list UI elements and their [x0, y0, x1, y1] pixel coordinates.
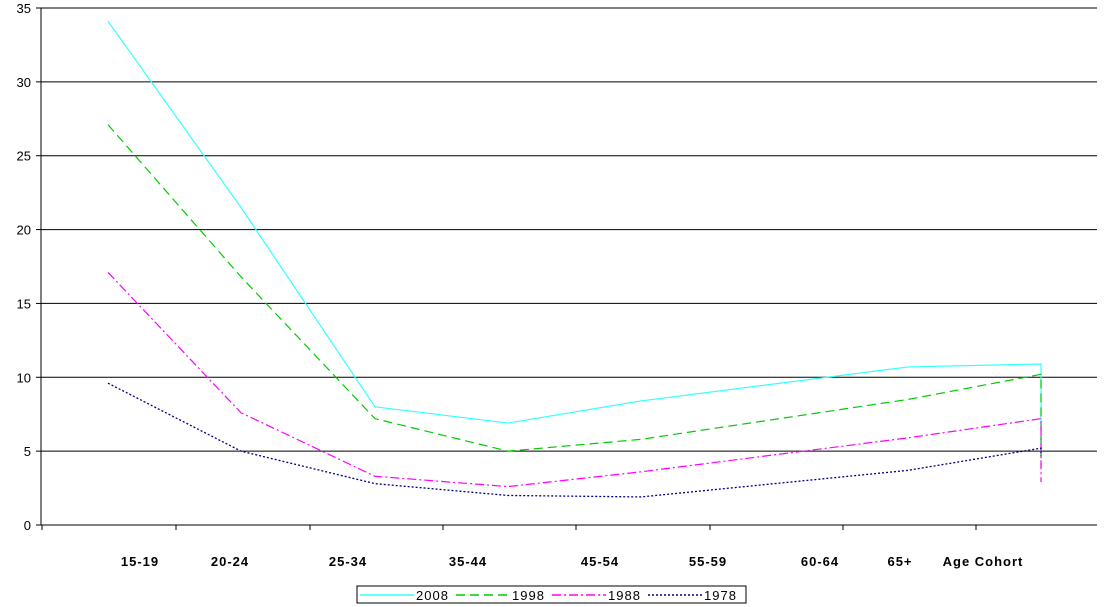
y-tick-label: 30: [17, 75, 31, 90]
legend-label: 1998: [512, 588, 545, 603]
x-tick-label: 45-54: [581, 554, 619, 569]
y-tick-label: 20: [17, 223, 31, 238]
x-tick-label: 25-34: [329, 554, 367, 569]
series-line-1988: [107, 271, 1042, 488]
series-line-2008: [107, 20, 1042, 452]
series-line-1998: [107, 124, 1042, 468]
y-tick-label: 10: [17, 370, 31, 385]
x-tick-label: 55-59: [689, 554, 727, 569]
tick-labels: 0 5 10 15 20 25 30 35 15-19 20-24 25-34 35-44 45-54 5…: [17, 1, 1024, 569]
series-lines: [107, 20, 1042, 498]
gridlines: [41, 7, 1097, 452]
y-tick-label: 5: [24, 444, 31, 459]
y-tick-label: 25: [17, 149, 31, 164]
legend-label: 1988: [608, 588, 641, 603]
legend-label: 2008: [416, 588, 449, 603]
legend: 2008 1998 1988 1978: [356, 585, 747, 604]
axes: [36, 7, 1097, 530]
x-tick-label: 65+: [887, 554, 912, 569]
x-tick-label: 60-64: [801, 554, 839, 569]
series-line-1978: [107, 382, 1042, 498]
x-tick-label: 15-19: [121, 554, 159, 569]
y-tick-label: 35: [17, 1, 31, 16]
y-tick-label: 0: [24, 518, 31, 533]
legend-label: 1978: [704, 588, 737, 603]
y-tick-label: 15: [17, 296, 31, 311]
x-tick-label: 20-24: [211, 554, 249, 569]
x-tick-label: 35-44: [449, 554, 487, 569]
x-tick-label: Age Cohort: [943, 554, 1024, 569]
legend-box: [356, 585, 747, 604]
